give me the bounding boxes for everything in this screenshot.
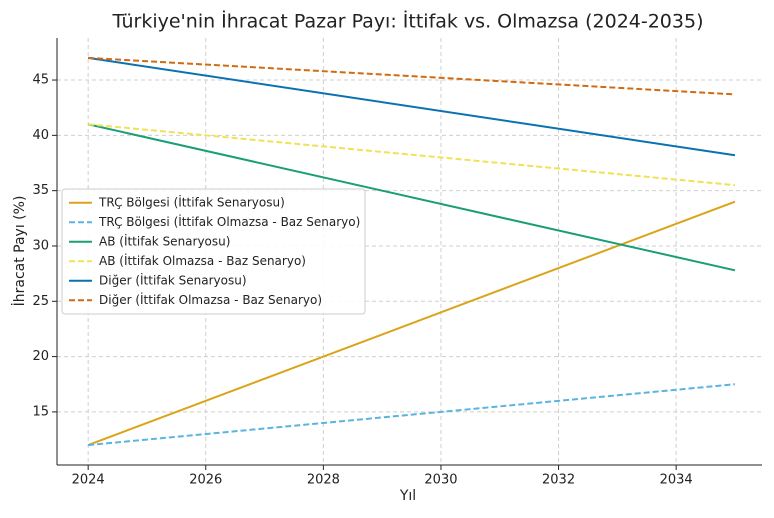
y-tick-label: 25 <box>32 294 49 309</box>
series-line <box>88 56 736 157</box>
legend-label: TRÇ Bölgesi (İttifak Senaryosu) <box>98 194 285 209</box>
y-tick-label: 40 <box>32 128 49 143</box>
x-tick-label: 2030 <box>424 473 457 488</box>
legend-box <box>61 188 366 315</box>
y-axis-label: İhracat Payı (%) <box>10 196 28 307</box>
chart-title: Türkiye'nin İhracat Pazar Payı: İttifak … <box>111 10 703 33</box>
x-tick-label: 2028 <box>307 473 340 488</box>
legend-label: Diğer (İttifak Senaryosu) <box>99 272 247 287</box>
y-tick-label: 15 <box>32 404 49 419</box>
series-line <box>88 383 736 447</box>
legend-label: AB (İttifak Senaryosu) <box>99 233 230 248</box>
legend-label: Diğer (İttifak Olmazsa - Baz Senaryo) <box>99 292 322 307</box>
x-tick-label: 2026 <box>189 473 222 488</box>
series-line <box>88 56 736 96</box>
series-line <box>87 123 736 272</box>
x-tick-label: 2034 <box>660 473 693 488</box>
legend-label: TRÇ Bölgesi (İttifak Olmazsa - Baz Senar… <box>98 214 360 229</box>
x-tick-label: 2032 <box>542 473 575 488</box>
x-axis-label: Yıl <box>399 488 416 504</box>
x-tick-label: 2024 <box>72 473 105 488</box>
legend-label: AB (İttifak Olmazsa - Baz Senaryo) <box>99 253 306 268</box>
y-tick-label: 35 <box>32 183 49 198</box>
y-tick-label: 30 <box>32 238 49 253</box>
y-tick-label: 20 <box>32 349 49 364</box>
series-line <box>87 200 736 447</box>
series-line <box>88 123 736 187</box>
y-tick-label: 45 <box>32 73 49 88</box>
